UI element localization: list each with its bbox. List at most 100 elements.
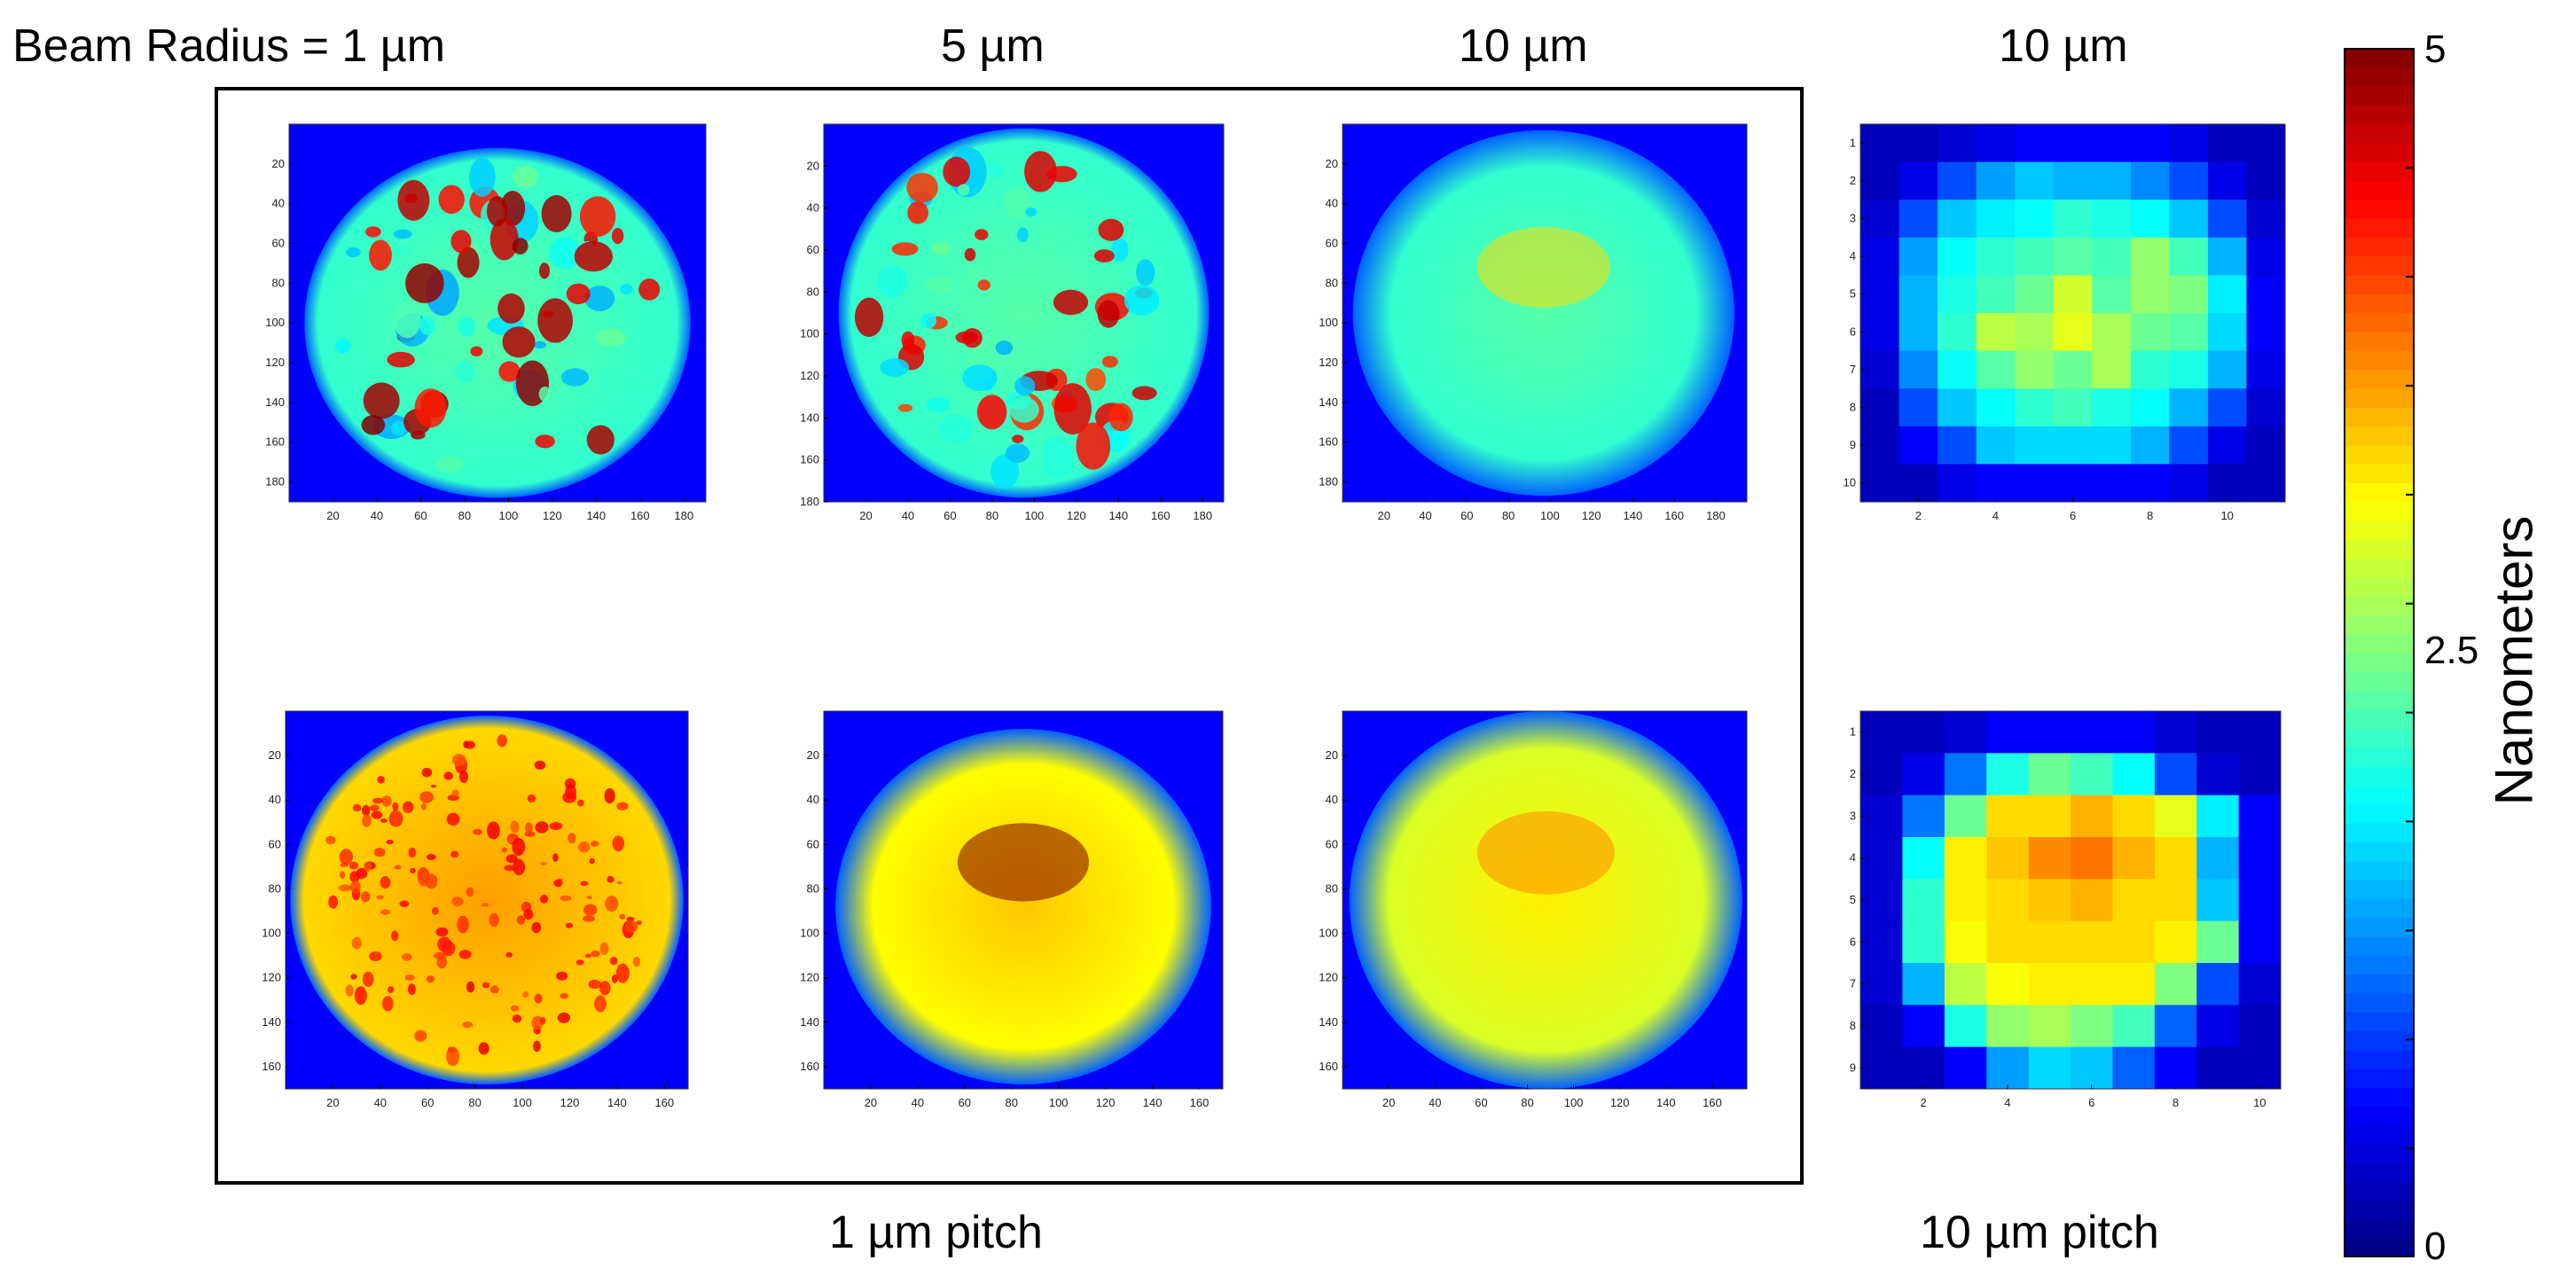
x-tick-label: 40 [374, 1096, 387, 1109]
heatmap-blob [421, 767, 433, 778]
heatmap-cell [1899, 161, 1938, 200]
heatmap-cell [2015, 388, 2055, 427]
heatmap-cell [1902, 1005, 1946, 1048]
heatmap-blob [404, 975, 415, 981]
heatmap-cell [1899, 464, 1938, 503]
heatmap-blob [943, 156, 971, 187]
heatmap-blob [420, 802, 427, 810]
heatmap-blob [620, 284, 633, 294]
y-tick-label: 160 [1319, 1060, 1338, 1073]
x-tick-label: 180 [1193, 509, 1212, 522]
heatmap-blob [1014, 376, 1036, 396]
heatmap-blob [458, 316, 476, 337]
heatmap-cell [2092, 275, 2132, 314]
x-tick-label: 120 [560, 1096, 580, 1109]
heatmap-blob [619, 913, 626, 920]
colorbar-segment [2344, 444, 2415, 465]
heatmap-blob [405, 263, 444, 303]
colorbar-mid-label: 2.5 [2424, 629, 2479, 672]
heatmap-cell [2028, 711, 2071, 754]
heatmap-blob [995, 341, 1014, 356]
heatmap-blob [419, 316, 435, 335]
colorbar-segment [2344, 294, 2415, 314]
heatmap-blob [505, 951, 513, 958]
heatmap-blob [346, 247, 361, 258]
heatmap-cell [2092, 161, 2132, 200]
heatmap-cell [2015, 161, 2055, 200]
y-tick-label: 40 [272, 197, 285, 210]
colorbar-segment [2344, 690, 2415, 710]
colorbar-segment [2344, 160, 2415, 181]
heatmap-blob [535, 434, 555, 449]
colorbar-segment [2344, 67, 2415, 87]
heatmap-cell [1976, 237, 2016, 276]
x-tick-label: 160 [654, 1096, 674, 1109]
heatmap-blob [469, 157, 496, 197]
heatmap-cell [1860, 837, 1903, 880]
y-tick-label: 160 [800, 1060, 819, 1073]
header-beam-radius-1: Beam Radius = 1 µm [12, 20, 446, 72]
heatmap-cell [2207, 237, 2247, 276]
heatmap-cell [1899, 124, 1938, 163]
colorbar-segment [2344, 312, 2415, 333]
heatmap-blob [446, 1046, 460, 1067]
colorbar-segment [2344, 1162, 2415, 1183]
heatmap-cell [1938, 237, 1977, 276]
heatmap-blob [538, 262, 551, 279]
heatmap-blob [586, 896, 592, 900]
heatmap-cell [2246, 426, 2286, 465]
heatmap-cell [1944, 753, 1987, 796]
y-tick-label: 120 [1319, 356, 1338, 369]
y-tick-label: 40 [1326, 793, 1338, 806]
heatmap-blob [1076, 422, 1111, 470]
y-tick-label: 5 [1850, 893, 1856, 906]
heatmap-cell [2112, 795, 2156, 838]
x-tick-label: 60 [943, 509, 956, 522]
heatmap-blob [512, 838, 526, 857]
heatmap-cell [2207, 464, 2247, 503]
heatmap-cell [2071, 837, 2113, 880]
heatmap-cell [1944, 1046, 1987, 1090]
x-tick-label: 140 [1624, 509, 1643, 522]
heatmap-cell [1986, 1046, 2030, 1090]
heatmap-blob [365, 226, 381, 238]
colorbar-segment [2344, 217, 2415, 238]
colorbar-segment [2344, 1144, 2415, 1164]
heatmap-panel-r1c1: 20 40 60 80 100 120 140 160 180 20 40 60 80 100 120 140… [257, 123, 707, 532]
heatmap-cell [1976, 275, 2016, 314]
heatmap-cell [2246, 200, 2286, 239]
colorbar-segment [2344, 350, 2415, 371]
heatmap-blob [356, 867, 368, 879]
heatmap-blob [362, 804, 371, 817]
heatmap-cell [2053, 200, 2093, 239]
x-tick-label: 180 [1706, 509, 1726, 522]
colorbar-segment [2344, 237, 2415, 257]
header-beam-radius-5: 5 µm [941, 20, 1045, 72]
heatmap-blob [487, 196, 508, 227]
colorbar-segment [2344, 1201, 2415, 1221]
heatmap-cell [1944, 837, 1987, 880]
x-tick-label: 80 [468, 1096, 481, 1109]
colorbar-segment [2344, 180, 2415, 200]
heatmap-cell [1902, 753, 1946, 796]
heatmap-blob [611, 228, 624, 245]
heatmap-cell [1860, 350, 1900, 389]
colorbar-segment [2344, 501, 2415, 521]
plot-frame [823, 123, 1225, 503]
heatmap-blob [560, 368, 590, 387]
colorbar-border [2344, 48, 2415, 1257]
heatmap-blob [599, 981, 611, 996]
y-tick-label: 100 [1319, 927, 1338, 940]
heatmap-cell [2207, 313, 2247, 352]
heatmap-blob [549, 237, 581, 270]
heatmap-cell [2169, 426, 2209, 465]
heatmap-cell [2053, 388, 2093, 427]
y-tick-label: 120 [262, 971, 281, 984]
heatmap-cell [2238, 920, 2282, 964]
y-tick-label: 60 [1326, 237, 1338, 250]
x-tick-label: 20 [326, 509, 339, 522]
heatmap-blob [350, 880, 361, 894]
heatmap-blob [1017, 227, 1029, 243]
heatmap-blob [632, 956, 640, 967]
heatmap-cell [1976, 200, 2016, 239]
